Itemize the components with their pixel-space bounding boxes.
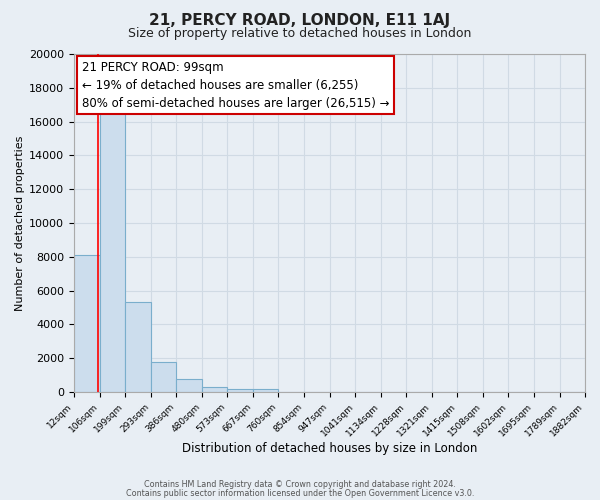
Bar — [125, 302, 151, 392]
Bar — [227, 388, 253, 392]
Bar — [151, 362, 176, 392]
Bar — [253, 388, 278, 392]
Bar — [74, 255, 100, 392]
Text: Contains HM Land Registry data © Crown copyright and database right 2024.: Contains HM Land Registry data © Crown c… — [144, 480, 456, 489]
Text: 21 PERCY ROAD: 99sqm
← 19% of detached houses are smaller (6,255)
80% of semi-de: 21 PERCY ROAD: 99sqm ← 19% of detached h… — [82, 61, 389, 110]
Text: Contains public sector information licensed under the Open Government Licence v3: Contains public sector information licen… — [126, 488, 474, 498]
Y-axis label: Number of detached properties: Number of detached properties — [15, 136, 25, 310]
X-axis label: Distribution of detached houses by size in London: Distribution of detached houses by size … — [182, 442, 477, 455]
Bar — [176, 380, 202, 392]
Bar — [202, 387, 227, 392]
Bar — [100, 112, 125, 392]
Text: 21, PERCY ROAD, LONDON, E11 1AJ: 21, PERCY ROAD, LONDON, E11 1AJ — [149, 12, 451, 28]
Text: Size of property relative to detached houses in London: Size of property relative to detached ho… — [128, 28, 472, 40]
